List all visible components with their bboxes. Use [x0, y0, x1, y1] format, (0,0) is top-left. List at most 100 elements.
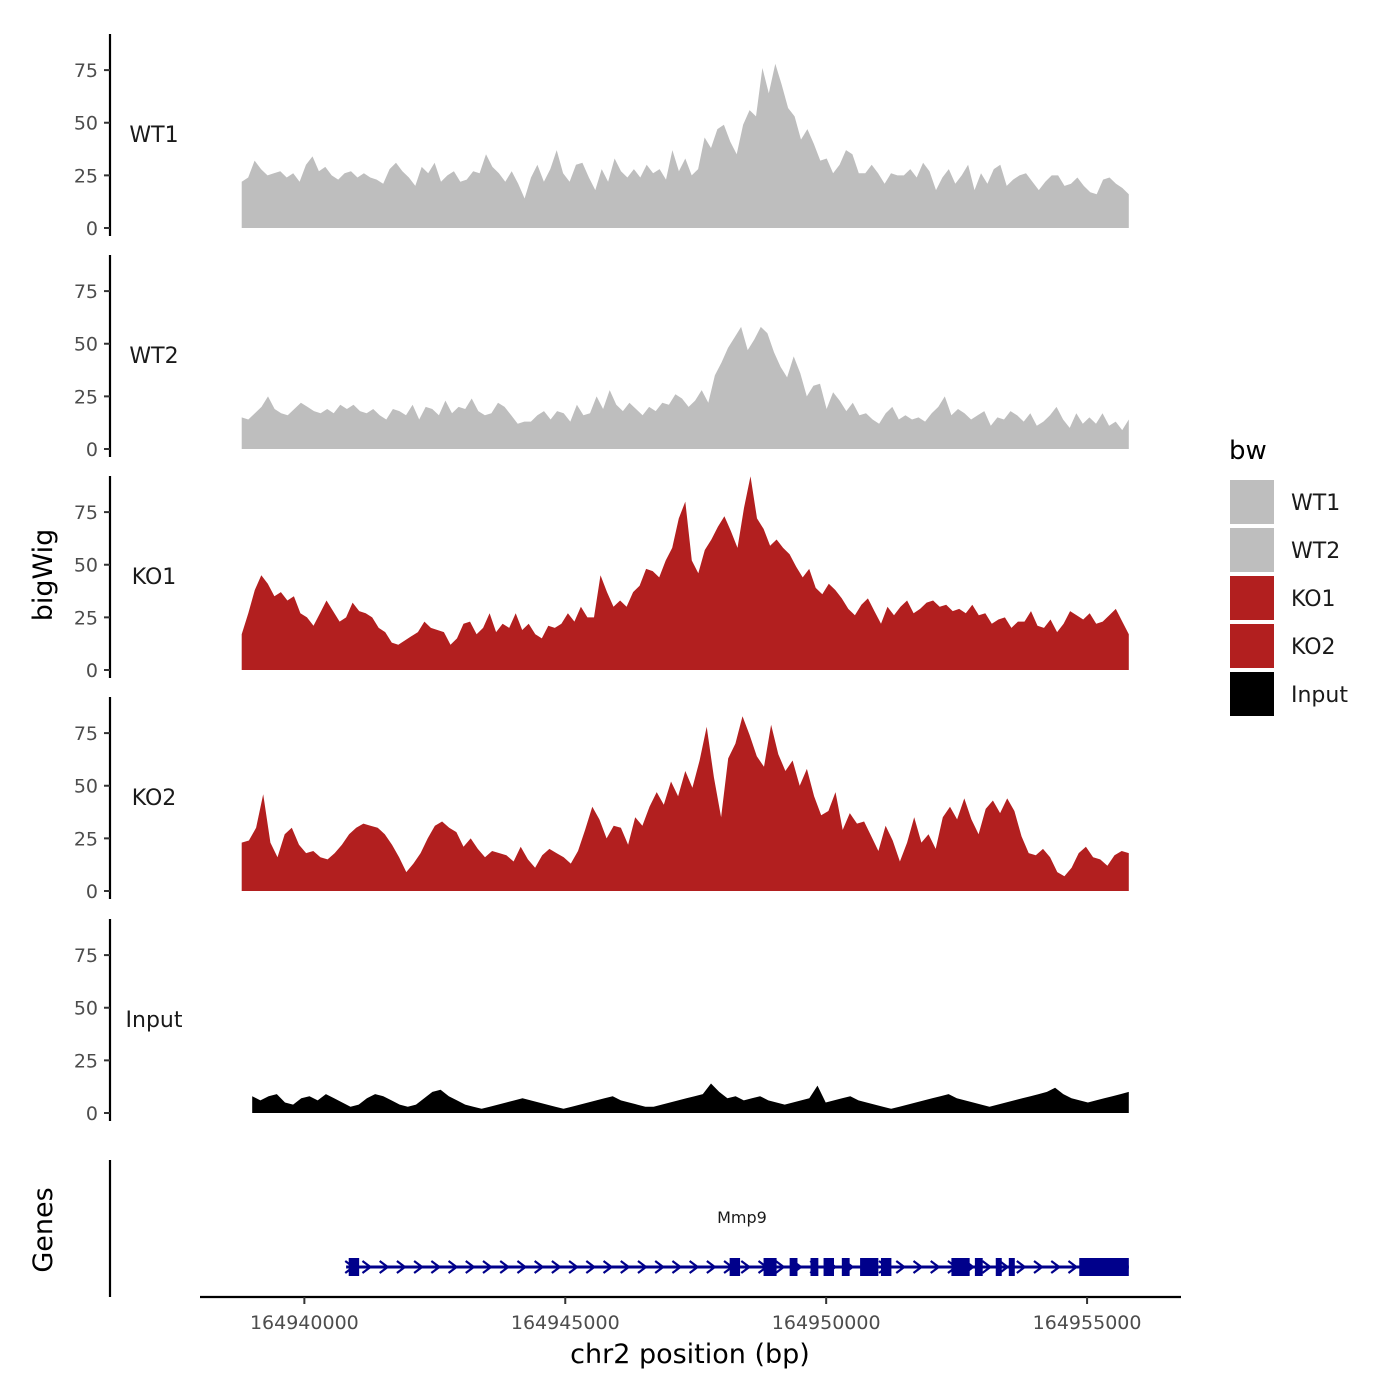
genes-axis-title: Genes: [28, 1187, 59, 1272]
track-label-ko2: KO2: [132, 786, 177, 811]
legend-key-ko1: [1230, 576, 1274, 620]
strand-arrow: [998, 1260, 1010, 1274]
strand-arrow: [1050, 1260, 1062, 1274]
y-tick-label: 25: [74, 386, 98, 408]
strand-arrow: [430, 1260, 442, 1274]
x-tick-label: 164945000: [511, 1312, 620, 1334]
strand-arrow: [740, 1260, 752, 1274]
strand-arrow: [361, 1260, 373, 1274]
y-axis-title: bigWig: [28, 529, 59, 622]
exon: [841, 1258, 850, 1276]
y-tick-label: 75: [74, 281, 98, 303]
strand-arrow: [1033, 1260, 1044, 1274]
legend-label-ko1: KO1: [1291, 587, 1336, 612]
strand-arrow: [551, 1260, 562, 1274]
y-tick-label: 50: [74, 555, 98, 577]
y-tick-label: 75: [74, 723, 98, 745]
y-tick-label: 75: [74, 502, 98, 524]
y-tick-label: 50: [74, 334, 98, 356]
strand-arrow: [533, 1260, 545, 1274]
track-label-wt1: WT1: [129, 123, 178, 148]
exon: [789, 1258, 798, 1276]
x-tick-label: 164955000: [1033, 1312, 1142, 1334]
strand-arrow: [671, 1260, 683, 1274]
track-label-wt2: WT2: [129, 344, 178, 369]
strand-arrow: [688, 1260, 700, 1274]
legend-title: bw: [1229, 436, 1267, 466]
legend-label-input: Input: [1291, 683, 1348, 708]
strand-arrow: [568, 1260, 579, 1274]
track-label-input: Input: [126, 1008, 183, 1033]
y-tick-label: 0: [86, 1103, 98, 1125]
y-tick-label: 0: [86, 439, 98, 461]
y-tick-label: 50: [74, 113, 98, 135]
strand-arrow: [895, 1260, 907, 1274]
exon: [1079, 1258, 1129, 1276]
strand-arrow: [482, 1260, 493, 1274]
strand-arrow: [602, 1260, 614, 1274]
exon: [1008, 1258, 1015, 1276]
x-axis: 164940000 164945000 164950000 164955000: [200, 1295, 1181, 1334]
strand-arrow: [654, 1260, 666, 1274]
exon: [810, 1258, 819, 1276]
exon: [974, 1258, 983, 1276]
exon: [823, 1258, 834, 1276]
legend-label-wt2: WT2: [1291, 539, 1340, 564]
y-tick-label: 0: [86, 881, 98, 903]
y-tick-label: 25: [74, 165, 98, 187]
area-ko1: [241, 476, 1129, 670]
strand-arrow: [396, 1260, 407, 1274]
strand-arrow: [981, 1260, 993, 1274]
exon: [860, 1258, 879, 1276]
strand-arrow: [499, 1260, 511, 1274]
strand-arrow: [620, 1260, 631, 1274]
exon: [995, 1258, 1002, 1276]
track-label-ko1: KO1: [132, 565, 177, 590]
strand-arrow: [912, 1260, 924, 1274]
strand-arrow: [637, 1260, 648, 1274]
legend: bw WT1 WT2 KO1 KO2 Input: [1229, 436, 1348, 716]
strand-arrow: [1067, 1260, 1079, 1274]
y-tick-label: 0: [86, 218, 98, 240]
legend-key-input: [1230, 672, 1274, 716]
tracks-group: 0 25 50 75 WT1 0 25 50 75 WT2 0 25 50 75 KO1 0 25 50 75 KO2…: [74, 34, 1129, 1125]
strand-arrow: [1016, 1260, 1027, 1274]
y-tick-label: 25: [74, 828, 98, 850]
exon: [729, 1258, 741, 1276]
gene-panel: Mmp9: [108, 1160, 1129, 1297]
legend-key-ko2: [1230, 624, 1274, 668]
x-tick-label: 164950000: [772, 1312, 881, 1334]
strand-arrow: [413, 1260, 424, 1274]
exon: [880, 1258, 892, 1276]
strand-arrow: [706, 1260, 717, 1274]
x-tick-label: 164940000: [250, 1312, 359, 1334]
exon: [951, 1258, 970, 1276]
y-tick-label: 50: [74, 998, 98, 1020]
strand-arrow: [379, 1260, 390, 1274]
exon: [348, 1258, 360, 1276]
strand-arrow: [516, 1260, 528, 1274]
track-wt2: 0 25 50 75 WT2: [74, 255, 1129, 461]
area-ko2: [241, 716, 1129, 891]
exon: [763, 1258, 777, 1276]
x-axis-title: chr2 position (bp): [570, 1339, 810, 1370]
track-ko2: 0 25 50 75 KO2: [74, 697, 1129, 903]
track-input: 0 25 50 75 Input: [74, 919, 1129, 1125]
y-tick-label: 25: [74, 607, 98, 629]
y-tick-label: 25: [74, 1050, 98, 1072]
strand-arrow: [775, 1260, 786, 1274]
y-tick-label: 75: [74, 60, 98, 82]
legend-label-wt1: WT1: [1291, 491, 1340, 516]
legend-label-ko2: KO2: [1291, 635, 1336, 660]
track-wt1: 0 25 50 75 WT1: [74, 34, 1129, 240]
area-wt1: [241, 63, 1129, 228]
gene-label: Mmp9: [717, 1208, 767, 1227]
strand-arrow: [585, 1260, 597, 1274]
area-input: [252, 1083, 1129, 1113]
track-ko1: 0 25 50 75 KO1: [74, 476, 1129, 682]
strand-arrow: [465, 1260, 476, 1274]
y-tick-label: 0: [86, 660, 98, 682]
y-tick-label: 50: [74, 776, 98, 798]
